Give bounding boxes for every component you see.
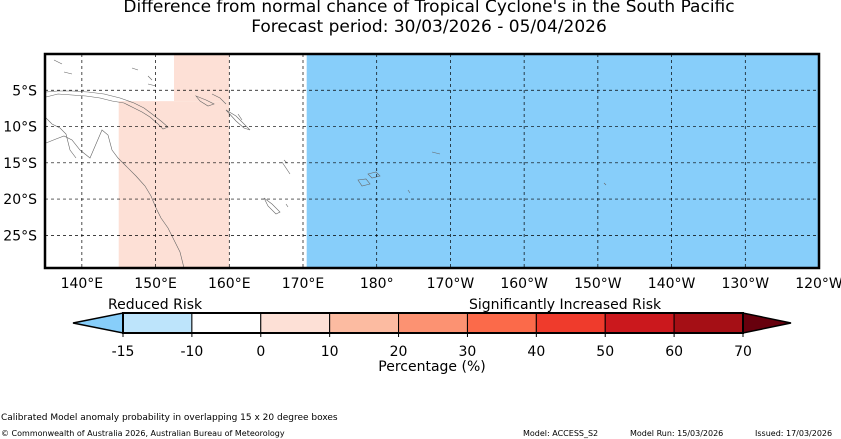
colorbar-tick-label-2: 0	[256, 344, 265, 360]
colorbar-tick-label-0: -15	[112, 344, 135, 360]
coastline-bougainville	[237, 113, 243, 121]
lon-label-1: 150°E	[134, 276, 177, 292]
coastline-new-britain	[195, 95, 215, 107]
lon-label-7: 150°W	[574, 276, 622, 292]
lon-label-2: 160°E	[208, 276, 251, 292]
colorbar-reduced-risk-label: Reduced Risk	[108, 297, 203, 313]
coastline-loyalty	[285, 203, 289, 208]
coastline-tonga	[407, 189, 411, 194]
longitude-labels: 140°E 150°E 160°E 170°E 180° 170°W 160°W 150°W 1…	[61, 276, 841, 292]
lon-label-6: 160°W	[500, 276, 548, 292]
map-frame	[43, 52, 821, 270]
colorbar-tick-label-4: 20	[390, 344, 408, 360]
lon-label-10: 120°W	[795, 276, 841, 292]
colorbar-tick-label-5: 30	[459, 344, 477, 360]
anomaly-box-1	[174, 54, 230, 102]
anomaly-boxes	[118, 54, 819, 268]
colorbar-tick-label-7: 50	[596, 344, 614, 360]
footer-model-run: Model Run: 15/03/2026	[630, 429, 724, 438]
map-title: Difference from normal chance of Tropica…	[123, 0, 735, 17]
lon-label-3: 170°E	[282, 276, 325, 292]
lon-label-9: 130°W	[721, 276, 769, 292]
colorbar-over-extension	[742, 312, 792, 334]
coastline-new-guinea	[45, 90, 169, 130]
lat-label-1: 10°S	[3, 120, 37, 136]
colorbar-tick-label-6: 40	[527, 344, 545, 360]
coastline-fiji	[357, 171, 381, 187]
lat-label-0: 5°S	[12, 83, 37, 99]
latitude-labels: 5°S 10°S 15°S 20°S 25°S	[3, 83, 37, 244]
colorbar-segment-6	[535, 312, 606, 334]
colorbar-segment-4	[398, 312, 468, 334]
colorbar-segment-0	[122, 312, 193, 334]
colorbar-tick-label-3: 10	[321, 344, 339, 360]
lon-label-8: 140°W	[648, 276, 696, 292]
footer-copyright: © Commonwealth of Australia 2026, Austra…	[1, 429, 285, 438]
anomaly-box-0	[118, 101, 230, 268]
colorbar-segment-1	[191, 312, 262, 334]
colorbar-label: Percentage (%)	[378, 359, 485, 375]
footer-note: Calibrated Model anomaly probability in …	[1, 413, 338, 423]
coastline-australia	[45, 129, 185, 268]
graticule	[45, 54, 819, 268]
colorbar-tick-label-9: 70	[734, 344, 752, 360]
coastlines	[45, 59, 607, 268]
coastline-samoa	[431, 151, 441, 155]
colorbar-segment-8	[673, 312, 744, 334]
colorbar-tick-label-1: -10	[180, 344, 203, 360]
lon-label-4: 180°	[360, 276, 394, 292]
forecast-period: Forecast period: 30/03/2026 - 05/04/2026	[251, 17, 607, 37]
colorbar-segment-2	[260, 312, 331, 334]
coastline-new-ireland	[211, 93, 227, 105]
lon-label-0: 140°E	[61, 276, 104, 292]
colorbar-tick-labels: -15 -10 0 10 20 30 40 50 60 70	[112, 333, 752, 360]
colorbar-segment-3	[329, 312, 400, 334]
lon-label-5: 170°W	[427, 276, 475, 292]
footer-model: Model: ACCESS_S2	[523, 429, 599, 438]
coastline-north-islands	[53, 59, 157, 87]
lat-label-4: 25°S	[3, 228, 37, 244]
coastline-australia-north	[45, 117, 77, 159]
colorbar-segment-5	[466, 312, 537, 334]
footer-issued: Issued: 17/03/2026	[755, 429, 833, 438]
coastline-solomon-islands	[225, 109, 251, 131]
coastline-new-caledonia	[263, 197, 281, 215]
colorbar-under-extension	[72, 312, 124, 334]
colorbar	[72, 312, 792, 334]
lat-label-3: 20°S	[3, 192, 37, 208]
coastline-vanuatu	[281, 159, 291, 175]
colorbar-tick-label-8: 60	[665, 344, 683, 360]
coastline-cooks	[603, 182, 607, 186]
colorbar-segment-7	[604, 312, 675, 334]
anomaly-box-2	[306, 54, 819, 268]
lat-label-2: 15°S	[3, 156, 37, 172]
colorbar-outline	[122, 312, 744, 334]
colorbar-increased-risk-label: Significantly Increased Risk	[469, 297, 662, 313]
